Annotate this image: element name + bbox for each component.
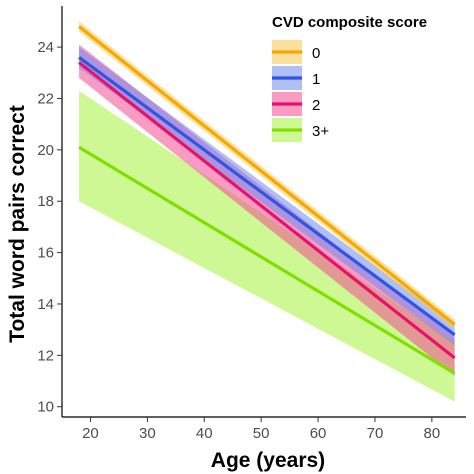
legend-title: CVD composite score (272, 14, 427, 31)
band-3+ (79, 90, 455, 402)
legend-label: 3+ (312, 123, 329, 140)
y-tick-label: 18 (37, 193, 54, 210)
x-tick-label: 50 (253, 425, 270, 442)
y-axis-title: Total word pairs correct (6, 105, 29, 343)
legend-label: 0 (312, 45, 320, 62)
line-1 (78, 56, 456, 337)
axes (61, 6, 466, 418)
x-tick-label: 40 (196, 425, 213, 442)
x-tick-label: 20 (82, 425, 99, 442)
line-3+ (78, 145, 456, 375)
y-tick-label: 14 (37, 296, 54, 313)
y-tick-label: 12 (37, 347, 54, 364)
legend: CVD composite score 0 1 2 3+ (272, 14, 427, 142)
x-tick-label: 80 (424, 425, 441, 442)
y-tick-label: 16 (37, 245, 54, 262)
series-lines (78, 25, 456, 375)
x-tick-label: 30 (139, 425, 156, 442)
y-tick-label: 20 (37, 142, 54, 159)
y-tick-label: 10 (37, 399, 54, 416)
legend-label: 1 (312, 71, 320, 88)
x-axis-title: Age (years) (211, 449, 325, 472)
y-axis-ticks: 10 12 14 16 18 20 22 24 (37, 39, 62, 416)
x-tick-label: 70 (367, 425, 384, 442)
legend-label: 2 (312, 97, 320, 114)
line-2 (78, 61, 456, 360)
x-tick-label: 60 (310, 425, 327, 442)
y-tick-label: 22 (37, 90, 54, 107)
x-axis-ticks: 20 30 40 50 60 70 80 (82, 417, 440, 442)
line-0 (78, 25, 456, 326)
y-tick-label: 24 (37, 39, 54, 56)
